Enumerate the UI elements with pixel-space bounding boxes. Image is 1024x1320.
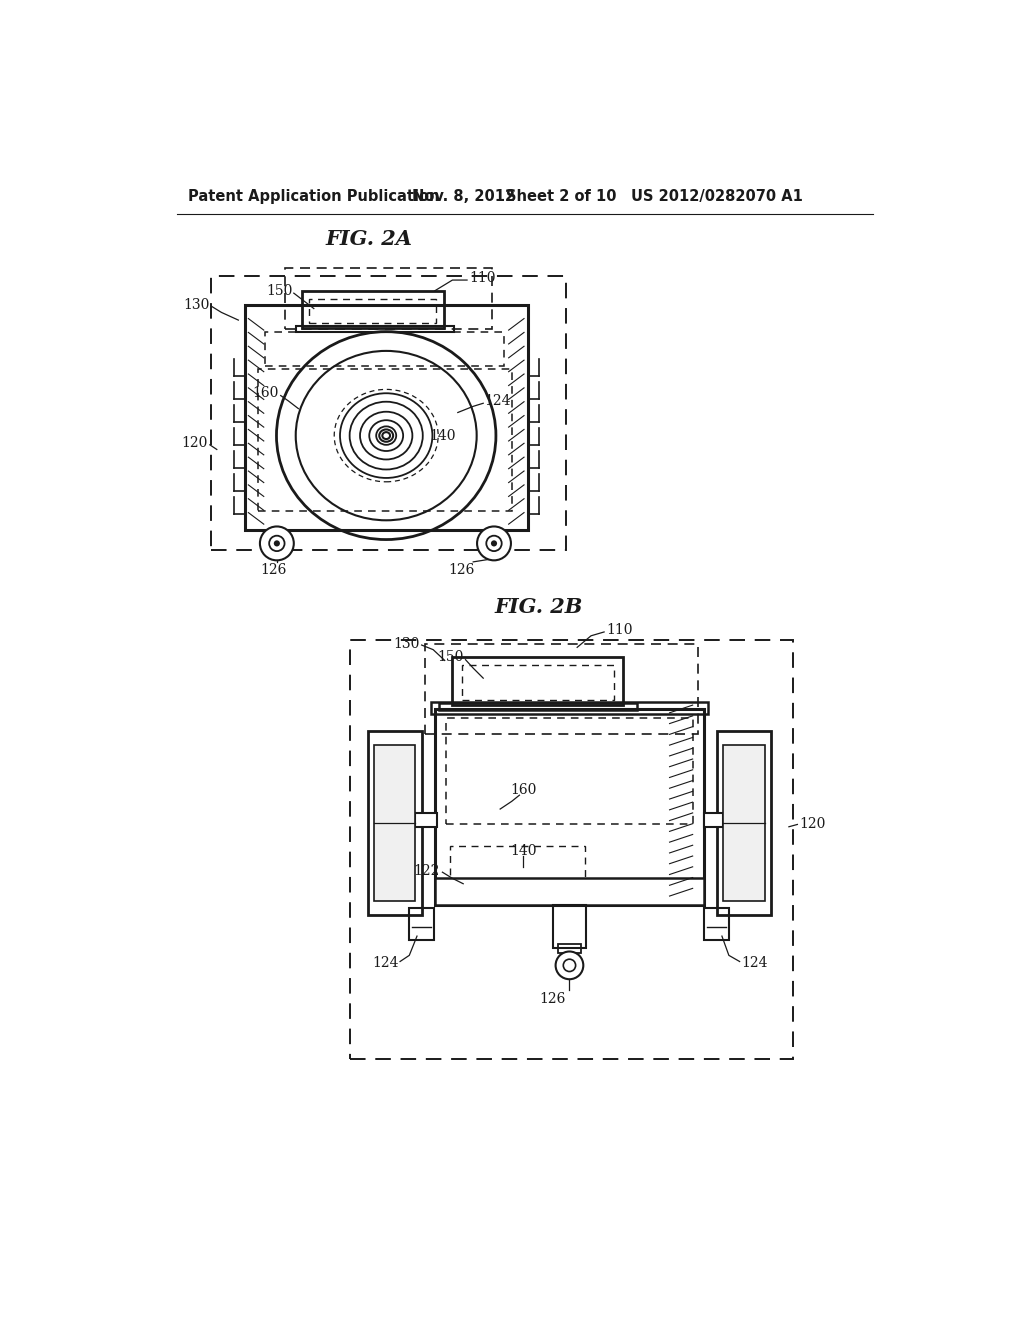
Circle shape bbox=[260, 527, 294, 561]
Text: Patent Application Publication: Patent Application Publication bbox=[188, 189, 440, 205]
Bar bbox=[416, 813, 437, 826]
Ellipse shape bbox=[360, 412, 413, 459]
Text: 130: 130 bbox=[183, 298, 210, 312]
Text: 126: 126 bbox=[449, 562, 475, 577]
Ellipse shape bbox=[376, 426, 396, 445]
Bar bbox=[435, 878, 705, 906]
Text: 110: 110 bbox=[606, 623, 633, 636]
Circle shape bbox=[273, 540, 280, 546]
Bar bbox=[410, 908, 434, 940]
Bar bbox=[245, 305, 528, 529]
Bar bbox=[453, 657, 624, 705]
Bar bbox=[558, 944, 581, 953]
Text: 140: 140 bbox=[429, 429, 456, 442]
Circle shape bbox=[477, 527, 511, 561]
Ellipse shape bbox=[382, 432, 390, 440]
Bar bbox=[438, 702, 637, 710]
Text: 124: 124 bbox=[741, 956, 768, 970]
Text: 126: 126 bbox=[260, 562, 286, 577]
Text: 124: 124 bbox=[484, 393, 511, 408]
Text: 110: 110 bbox=[469, 271, 496, 285]
Ellipse shape bbox=[340, 393, 432, 478]
Circle shape bbox=[556, 952, 584, 979]
Circle shape bbox=[563, 960, 575, 972]
Text: FIG. 2A: FIG. 2A bbox=[326, 230, 413, 249]
Bar bbox=[724, 744, 765, 900]
Text: 140: 140 bbox=[510, 845, 537, 858]
Text: Sheet 2 of 10: Sheet 2 of 10 bbox=[506, 189, 616, 205]
Circle shape bbox=[486, 536, 502, 552]
Bar bbox=[374, 744, 416, 900]
Bar bbox=[435, 709, 705, 906]
Circle shape bbox=[490, 540, 497, 546]
Text: 124: 124 bbox=[372, 956, 398, 970]
Bar bbox=[705, 908, 729, 940]
Text: FIG. 2B: FIG. 2B bbox=[495, 597, 583, 616]
Bar bbox=[431, 702, 708, 714]
Bar bbox=[296, 326, 454, 333]
Text: 150: 150 bbox=[437, 651, 463, 664]
Text: 160: 160 bbox=[510, 783, 537, 797]
Text: US 2012/0282070 A1: US 2012/0282070 A1 bbox=[631, 189, 803, 205]
Bar bbox=[717, 731, 771, 915]
Text: 160: 160 bbox=[252, 387, 279, 400]
Bar bbox=[553, 906, 586, 948]
Ellipse shape bbox=[370, 420, 403, 451]
Bar bbox=[368, 731, 422, 915]
Text: 122: 122 bbox=[414, 863, 440, 878]
Ellipse shape bbox=[349, 401, 423, 470]
Bar bbox=[301, 290, 444, 327]
Text: 126: 126 bbox=[540, 991, 565, 1006]
Text: 120: 120 bbox=[799, 817, 825, 832]
Bar bbox=[705, 813, 724, 826]
Text: 150: 150 bbox=[266, 284, 292, 298]
Circle shape bbox=[269, 536, 285, 552]
Text: 130: 130 bbox=[393, 636, 419, 651]
Text: 120: 120 bbox=[181, 437, 208, 450]
Text: Nov. 8, 2012: Nov. 8, 2012 bbox=[412, 189, 515, 205]
Ellipse shape bbox=[379, 429, 393, 442]
